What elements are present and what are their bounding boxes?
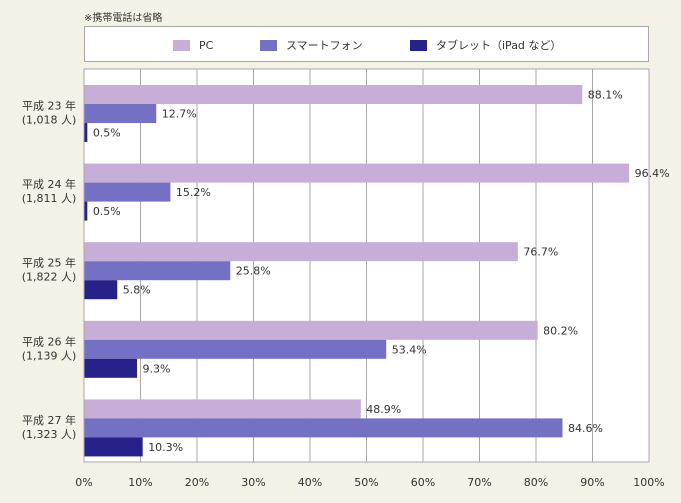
bar-0-3: [84, 320, 538, 340]
legend-label-tablet: タブレット（iPad など）: [436, 39, 562, 52]
x-tick-label: 20%: [185, 476, 209, 489]
data-label: 0.5%: [93, 127, 121, 140]
bars: 88.1% 12.7% 0.5% 96.4% 15.2% 0.5% 76.7% 25.8% 5.…: [84, 85, 670, 457]
legend-swatch-pc: [173, 39, 190, 51]
x-tick-label: 60%: [411, 476, 435, 489]
category-count-label: (1,323 人): [22, 428, 77, 441]
bar-2-2: [84, 280, 118, 300]
category-count-label: (1,811 人): [22, 192, 77, 205]
bar-1-4: [84, 418, 563, 438]
legend-item-smartphone: スマートフォン: [260, 38, 363, 52]
x-tick-label: 40%: [298, 476, 322, 489]
data-label: 76.7%: [523, 246, 558, 259]
category-labels: 平成 23 年(1,018 人)平成 24 年(1,811 人)平成 25 年(…: [22, 99, 77, 441]
x-tick-label: 100%: [633, 476, 664, 489]
data-label: 0.5%: [93, 205, 121, 218]
legend-label-smartphone: スマートフォン: [286, 39, 363, 52]
x-tick-label: 30%: [241, 476, 265, 489]
category-label: 平成 27 年: [22, 413, 76, 427]
data-label: 9.3%: [143, 362, 171, 375]
data-label: 96.4%: [635, 167, 670, 180]
category-label: 平成 25 年: [22, 256, 76, 270]
x-tick-label: 70%: [467, 476, 491, 489]
bar-1-1: [84, 182, 171, 202]
x-tick-label: 50%: [354, 476, 378, 489]
legend-swatch-smartphone: [260, 39, 277, 51]
x-axis-ticks: 0% 10% 20% 30% 40% 50% 60% 70% 80% 90% 100%: [75, 476, 664, 489]
legend-item-tablet: タブレット（iPad など）: [410, 38, 561, 52]
data-label: 15.2%: [176, 186, 211, 199]
category-count-label: (1,139 人): [22, 349, 77, 362]
category-label: 平成 26 年: [22, 334, 76, 348]
category-count-label: (1,822 人): [22, 271, 77, 284]
x-tick-label: 80%: [524, 476, 548, 489]
data-label: 12.7%: [162, 108, 197, 121]
bar-1-3: [84, 339, 387, 359]
legend: PC スマートフォン タブレット（iPad など）: [84, 26, 649, 62]
data-label: 53.4%: [392, 343, 427, 356]
chart-note: ※携帯電話は省略: [84, 13, 163, 24]
x-tick-label: 0%: [75, 476, 92, 489]
data-label: 48.9%: [366, 403, 401, 416]
bar-0-2: [84, 242, 518, 262]
x-tick-label: 90%: [580, 476, 604, 489]
data-label: 5.8%: [123, 284, 151, 297]
bar-2-1: [84, 201, 88, 221]
category-label: 平成 24 年: [22, 177, 76, 191]
bar-1-0: [84, 104, 157, 123]
legend-swatch-tablet: [410, 39, 427, 51]
category-count-label: (1,018 人): [22, 114, 77, 127]
data-label: 88.1%: [588, 89, 623, 102]
bar-1-2: [84, 261, 231, 281]
bar-2-3: [84, 358, 138, 378]
bar-0-4: [84, 399, 361, 419]
data-label: 80.2%: [543, 324, 578, 337]
category-label: 平成 23 年: [22, 99, 76, 113]
x-tick-label: 10%: [128, 476, 152, 489]
legend-item-pc: PC: [173, 38, 213, 52]
data-label: 25.8%: [236, 265, 271, 278]
legend-label-pc: PC: [199, 38, 214, 52]
bar-0-0: [84, 85, 583, 104]
bar-2-4: [84, 437, 143, 457]
data-label: 84.6%: [568, 422, 603, 435]
data-label: 10.3%: [148, 441, 183, 454]
bar-2-0: [84, 123, 88, 142]
bar-0-1: [84, 163, 630, 183]
